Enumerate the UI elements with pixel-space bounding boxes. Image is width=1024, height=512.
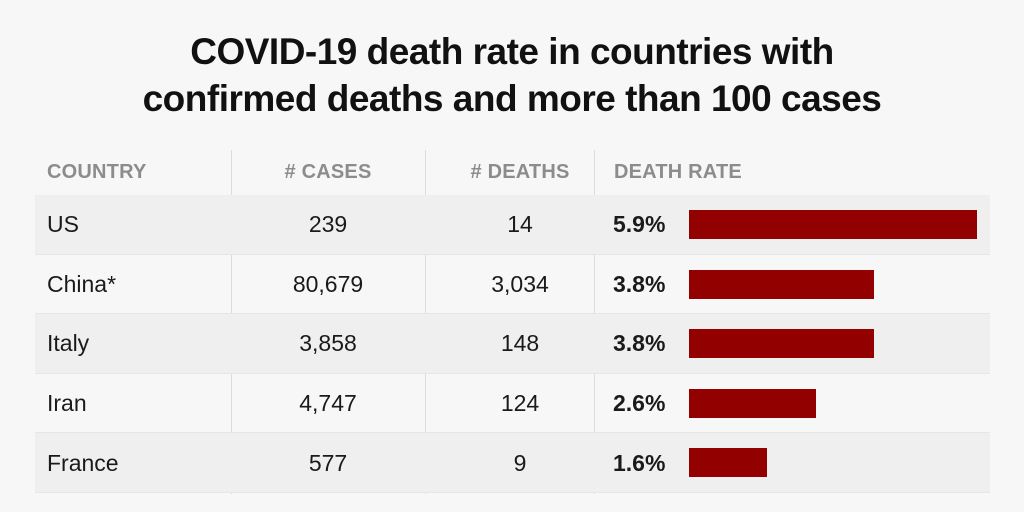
death-rate-bar — [689, 269, 875, 299]
death-rate-cell: 3.8% — [613, 314, 990, 374]
cases-cell: 80,679 — [292, 270, 364, 297]
death-rate-label: 5.9% — [613, 211, 666, 238]
header-country: COUNTRY — [47, 161, 147, 183]
death-rate-cell: 3.8% — [613, 255, 990, 315]
header-cases: # CASES — [284, 161, 372, 183]
table-body: US 239 14 5.9% China* 80,679 3,034 3.8% Italy 3,8… — [35, 195, 990, 493]
death-rate-cell: 1.6% — [613, 433, 990, 493]
table-row: US 239 14 5.9% — [35, 195, 990, 255]
deaths-cell: 14 — [507, 211, 533, 238]
header-death-rate: DEATH RATE — [614, 161, 742, 183]
death-rate-bar — [689, 388, 816, 418]
title-line-1: COVID-19 death rate in countries with — [190, 31, 834, 72]
row-separator — [35, 313, 990, 315]
country-cell: Iran — [47, 390, 87, 417]
row-separator — [35, 432, 990, 434]
table-row: France 577 9 1.6% — [35, 433, 990, 493]
header-deaths: # DEATHS — [470, 161, 570, 183]
country-cell: Italy — [47, 330, 90, 357]
table-row: China* 80,679 3,034 3.8% — [35, 255, 990, 315]
death-rate-label: 2.6% — [613, 390, 666, 417]
table-row: Iran 4,747 124 2.6% — [35, 374, 990, 434]
death-rate-bar — [689, 210, 977, 239]
death-rate-bar — [689, 448, 768, 478]
cases-cell: 577 — [308, 449, 348, 476]
death-rate-cell: 2.6% — [613, 374, 990, 434]
country-cell: China* — [47, 270, 117, 297]
cases-cell: 4,747 — [299, 390, 357, 417]
death-rate-label: 3.8% — [613, 330, 666, 357]
chart-title: COVID-19 death rate in countries with co… — [0, 28, 1024, 122]
cases-cell: 239 — [308, 211, 348, 238]
row-separator — [35, 253, 990, 255]
row-separator — [35, 372, 990, 374]
row-separator — [35, 491, 990, 493]
death-rate-bar — [689, 329, 875, 359]
table-row: Italy 3,858 148 3.8% — [35, 314, 990, 374]
death-rate-cell: 5.9% — [613, 195, 990, 255]
death-rate-table: COUNTRY # CASES # DEATHS DEATH RATE US 23… — [35, 150, 990, 493]
death-rate-label: 3.8% — [613, 270, 666, 297]
deaths-cell: 148 — [500, 330, 540, 357]
cases-cell: 3,858 — [299, 330, 357, 357]
title-line-2: confirmed deaths and more than 100 cases — [142, 78, 882, 119]
table-header-row: COUNTRY # CASES # DEATHS DEATH RATE — [35, 150, 990, 195]
country-cell: US — [47, 211, 79, 238]
country-cell: France — [47, 449, 119, 476]
deaths-cell: 9 — [513, 449, 527, 476]
deaths-cell: 124 — [500, 390, 540, 417]
deaths-cell: 3,034 — [491, 270, 549, 297]
death-rate-label: 1.6% — [613, 449, 666, 476]
